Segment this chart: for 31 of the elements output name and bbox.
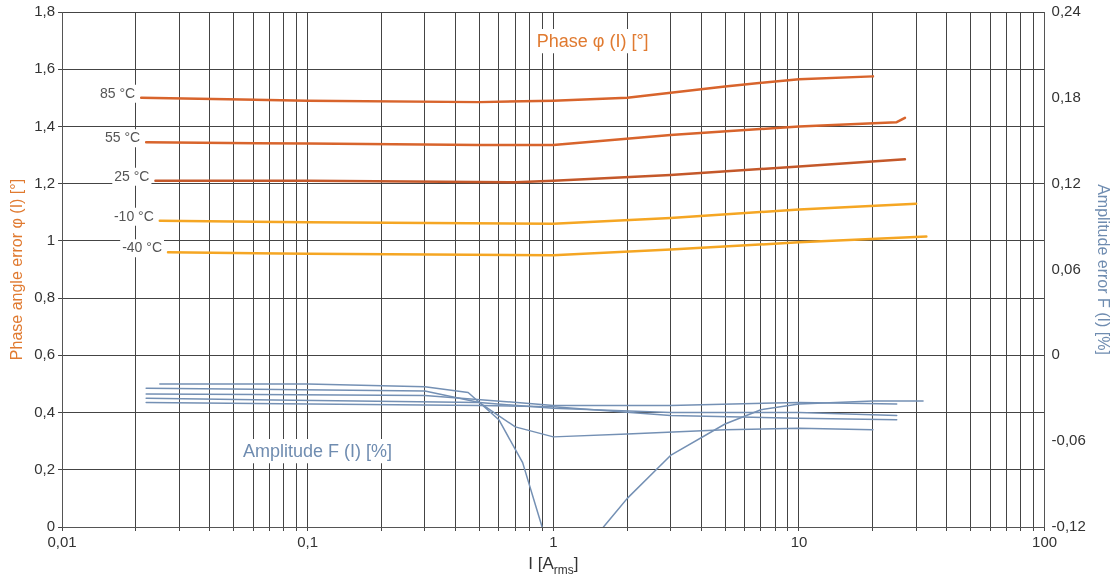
y2-tick-label: 0,12 xyxy=(1051,173,1081,191)
series-label: 55 °C xyxy=(104,129,141,146)
y-tick-label: 0,6 xyxy=(34,345,56,363)
y2-tick-label: -0,12 xyxy=(1051,517,1086,535)
series-label: 85 °C xyxy=(100,84,136,101)
y2-tick-label: 0,18 xyxy=(1051,87,1081,105)
y-tick-label: 0,4 xyxy=(34,402,56,420)
y2-tick-label: 0,24 xyxy=(1051,2,1081,20)
series-label: -40 °C xyxy=(122,239,163,256)
annotation: Phase φ (I) [°] xyxy=(536,31,649,51)
y2-tick-label: 0 xyxy=(1051,345,1060,363)
annotation: Amplitude F (I) [%] xyxy=(243,441,393,461)
y-tick-label: 0 xyxy=(46,517,56,535)
y-tick-label: 1 xyxy=(46,231,56,249)
x-tick-label: 100 xyxy=(1032,533,1058,551)
x-tick-label: 1 xyxy=(549,533,558,551)
x-tick-label: 0,01 xyxy=(47,533,77,551)
series-label: -10 °C xyxy=(113,207,154,224)
y2-tick-label: -0,06 xyxy=(1051,431,1086,449)
x-tick-label: 0,1 xyxy=(297,533,319,551)
y-axis-title: Phase angle error φ (I) [°] xyxy=(8,178,26,361)
y2-tick-label: 0,06 xyxy=(1051,259,1081,277)
series-label: 25 °C xyxy=(114,167,150,184)
y-tick-label: 0,2 xyxy=(34,459,56,477)
y2-axis-title: Amplitude error F (I) [%] xyxy=(1094,184,1112,355)
y-tick-label: 1,4 xyxy=(34,116,56,134)
y-tick-label: 1,2 xyxy=(34,173,56,191)
y-tick-label: 1,6 xyxy=(34,59,56,77)
y-tick-label: 1,8 xyxy=(34,2,56,20)
y-tick-label: 0,8 xyxy=(34,288,56,306)
x-tick-label: 10 xyxy=(790,533,808,551)
